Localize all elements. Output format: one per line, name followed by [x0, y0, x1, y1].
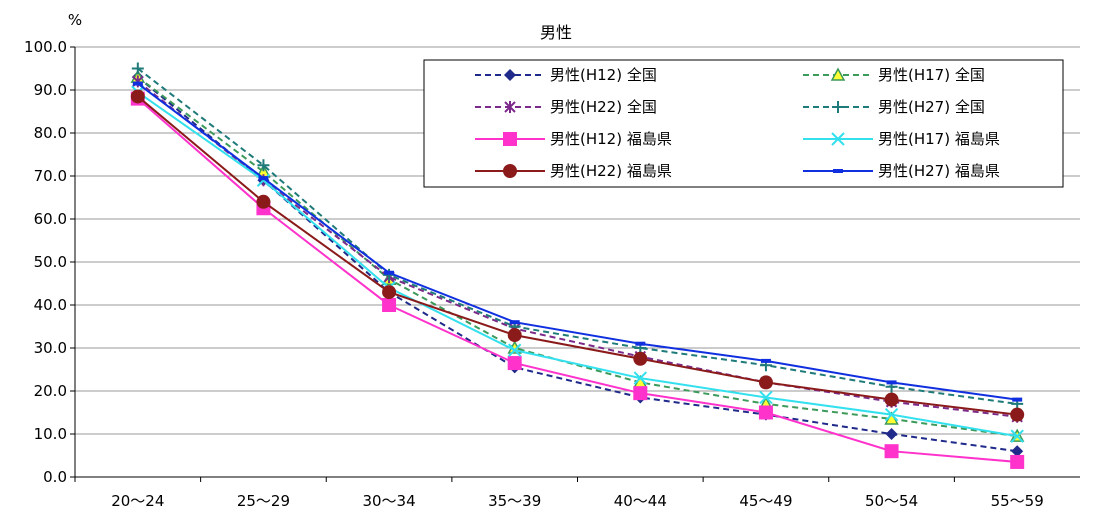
data-point — [885, 428, 898, 440]
legend-label: 男性(H12) 福島県 — [550, 130, 672, 148]
data-point — [884, 444, 899, 459]
y-tick-label: 70.0 — [34, 167, 67, 185]
legend-item: 男性(H22) 全国 — [475, 98, 657, 116]
y-tick-label: 90.0 — [34, 81, 67, 99]
data-point — [132, 81, 143, 86]
data-point — [758, 405, 773, 420]
x-tick-label: 55～59 — [991, 492, 1044, 510]
series-path — [137, 97, 1018, 463]
series-line — [132, 81, 1023, 402]
legend-label: 男性(H22) 全国 — [550, 98, 657, 116]
data-point — [1011, 445, 1024, 458]
y-tick-label: 40.0 — [34, 296, 67, 314]
y-tick-label: 10.0 — [34, 425, 67, 443]
data-point — [1012, 397, 1023, 402]
legend-label: 男性(H12) 全国 — [550, 66, 657, 84]
series-group — [130, 62, 1025, 469]
data-point — [884, 392, 899, 407]
legend-item: 男性(H12) 福島県 — [475, 130, 672, 148]
data-point — [503, 132, 517, 146]
legend-box — [423, 59, 1064, 188]
data-point — [507, 328, 522, 343]
legend-item: 男性(H27) 全国 — [803, 98, 985, 116]
x-tick-label: 30～34 — [362, 492, 415, 510]
series-path — [137, 95, 1018, 416]
data-point — [130, 89, 145, 104]
data-point — [1010, 407, 1025, 422]
data-point — [760, 358, 771, 363]
data-point — [633, 371, 648, 385]
data-point — [257, 159, 270, 172]
y-axis-ticks: 0.0 10.0 20.0 30.0 40.0 50.0 60.0 70.0 80.0 90.0 1… — [24, 38, 75, 486]
data-point — [635, 341, 646, 346]
legend-item: 男性(H17) 福島県 — [803, 130, 1000, 148]
data-point — [131, 62, 144, 75]
x-tick-label: 45～49 — [739, 492, 792, 510]
y-tick-label: 80.0 — [34, 124, 67, 142]
data-point — [831, 132, 845, 146]
data-point — [830, 67, 846, 81]
y-tick-label: 60.0 — [34, 210, 67, 228]
y-tick-label: 100.0 — [24, 38, 67, 56]
legend-label: 男性(H17) 福島県 — [878, 130, 1000, 148]
legend-label: 男性(H27) 福島県 — [878, 162, 1000, 180]
data-point — [832, 101, 844, 113]
legend-label: 男性(H27) 全国 — [878, 98, 985, 116]
series-path — [137, 82, 1018, 401]
y-tick-label: 30.0 — [34, 339, 67, 357]
data-point — [503, 164, 517, 178]
legend-label: 男性(H22) 福島県 — [550, 162, 672, 180]
data-point — [759, 390, 773, 405]
data-point — [633, 351, 648, 366]
legend-item: 男性(H17) 全国 — [803, 66, 985, 84]
legend-item: 男性(H12) 全国 — [475, 66, 657, 84]
data-point — [886, 380, 897, 385]
chart-title: 男性 — [540, 23, 572, 42]
legend-label: 男性(H17) 全国 — [878, 66, 985, 84]
y-tick-label: 0.0 — [43, 468, 67, 486]
data-point — [382, 285, 397, 300]
data-point — [1010, 454, 1025, 469]
data-point — [256, 194, 271, 209]
data-point — [509, 320, 520, 325]
data-point — [384, 270, 395, 275]
data-point — [507, 356, 522, 371]
data-point — [507, 343, 522, 357]
series-path — [137, 76, 1018, 438]
data-point — [382, 298, 397, 312]
data-point — [758, 375, 773, 390]
data-point — [884, 407, 899, 422]
data-point — [504, 69, 516, 81]
x-axis-ticks: 20～24 25～29 30～34 35～39 40～44 45～49 50～54 55～59 — [74, 477, 1044, 510]
legend-item: 男性(H22) 福島県 — [475, 162, 672, 180]
x-tick-label: 20～24 — [111, 492, 164, 510]
data-point — [258, 176, 269, 181]
legend-item: 男性(H27) 福島県 — [803, 162, 1000, 180]
x-tick-label: 50～54 — [865, 492, 918, 510]
data-point — [504, 101, 516, 113]
data-point — [833, 169, 843, 173]
x-tick-label: 25～29 — [237, 492, 290, 510]
y-axis-unit: % — [68, 11, 82, 29]
series-path — [137, 91, 1018, 438]
data-point — [633, 386, 648, 401]
axes — [74, 47, 1080, 478]
y-tick-label: 20.0 — [34, 382, 67, 400]
data-point — [1010, 429, 1024, 443]
series-line — [130, 89, 1025, 422]
x-tick-label: 40～44 — [614, 492, 667, 510]
series-path — [137, 67, 1018, 405]
x-tick-label: 35～39 — [488, 492, 541, 510]
y-tick-label: 50.0 — [34, 253, 67, 271]
